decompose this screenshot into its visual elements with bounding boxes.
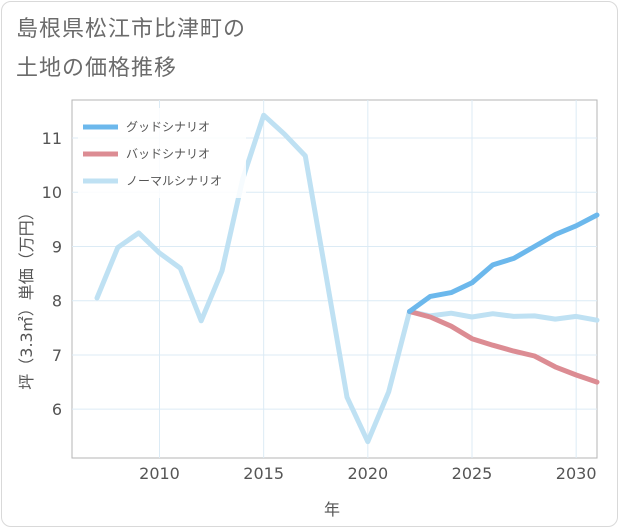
series-line-2: [94, 112, 600, 445]
y-tick-label: 6: [52, 400, 62, 419]
series-line-0: [407, 212, 600, 314]
y-tick-label: 9: [52, 237, 62, 256]
y-tick-label: 11: [42, 129, 62, 148]
legend-label: グッドシナリオ: [126, 120, 210, 134]
x-tick-label: 2030: [556, 464, 597, 483]
plot-area-frame: [71, 99, 598, 459]
y-tick-label: 10: [42, 183, 62, 202]
legend-label: ノーマルシナリオ: [126, 174, 222, 188]
x-tick-label: 2025: [452, 464, 493, 483]
y-tick-label: 8: [52, 292, 62, 311]
chart-title-line1: 島根県松江市比津町の: [16, 17, 247, 42]
chart-title-line2: 土地の価格推移: [16, 56, 178, 81]
series-line-1: [407, 309, 600, 385]
x-axis-label: 年: [324, 500, 340, 519]
x-tick-label: 2010: [139, 464, 180, 483]
series-lines: [94, 112, 600, 445]
x-tick-label: 2015: [243, 464, 284, 483]
x-tick-label: 2020: [347, 464, 388, 483]
y-tick-label: 7: [52, 346, 62, 365]
y-axis-label: 坪（3.3㎡）単価（万円）: [17, 204, 36, 389]
legend-label: バッドシナリオ: [126, 147, 210, 161]
tick-labels: 2010 2015 2020 2025 2030 6 7 8 9 10 11: [42, 129, 597, 483]
